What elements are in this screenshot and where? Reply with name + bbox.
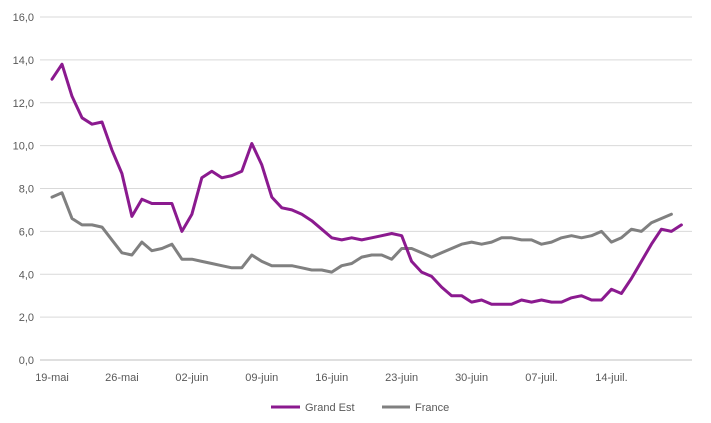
- gridlines: [40, 16, 692, 361]
- y-tick-label: 4,0: [19, 269, 34, 281]
- series-lines: [50, 62, 683, 306]
- x-tick-label: 16-juin: [315, 372, 348, 384]
- x-axis-tick-labels: 19-mai 26-mai 02-juin 09-juin 16-juin 23-juin…: [35, 372, 627, 384]
- y-tick-label: 10,0: [13, 141, 34, 153]
- y-tick-label: 6,0: [19, 226, 34, 238]
- series-line-grand-est: [50, 62, 683, 306]
- y-axis-tick-labels: 0,0 2,0 4,0 6,0 8,0 10,0 12,0 14,0 16,0: [13, 12, 34, 367]
- x-tick-label: 02-juin: [175, 372, 208, 384]
- legend: Grand Est France: [271, 402, 449, 414]
- legend-label: France: [415, 402, 449, 414]
- x-tick-label: 19-mai: [35, 372, 69, 384]
- y-tick-label: 16,0: [13, 12, 34, 24]
- x-tick-label: 26-mai: [105, 372, 139, 384]
- x-tick-label: 30-juin: [455, 372, 488, 384]
- y-tick-label: 12,0: [13, 98, 34, 110]
- y-tick-label: 0,0: [19, 355, 34, 367]
- legend-label: Grand Est: [305, 402, 355, 414]
- legend-item-france: France: [382, 402, 449, 414]
- y-tick-label: 8,0: [19, 184, 34, 196]
- series-line-france: [50, 191, 673, 274]
- legend-item-grand-est: Grand Est: [271, 402, 355, 414]
- y-tick-label: 2,0: [19, 312, 34, 324]
- x-tick-label: 07-juil.: [525, 372, 557, 384]
- x-tick-label: 23-juin: [385, 372, 418, 384]
- y-tick-label: 14,0: [13, 55, 34, 67]
- x-tick-label: 14-juil.: [595, 372, 627, 384]
- x-tick-label: 09-juin: [245, 372, 278, 384]
